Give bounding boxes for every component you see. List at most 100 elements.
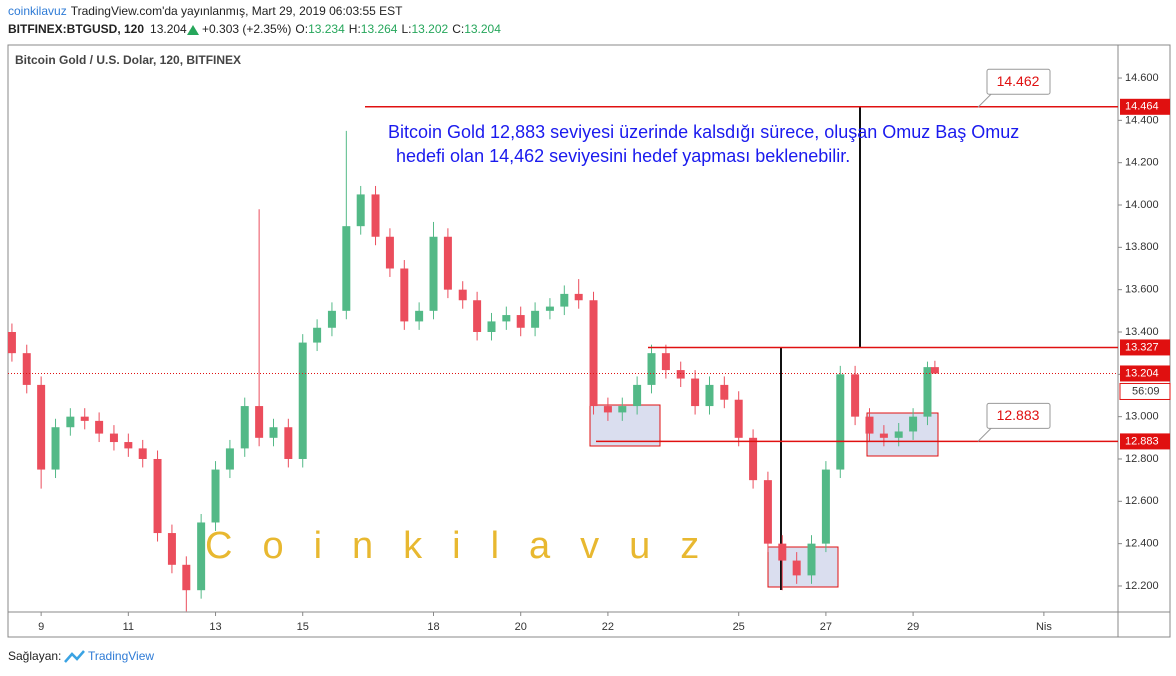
candle-body <box>22 353 31 385</box>
symbol: BITFINEX:BTGUSD, 120 <box>8 22 144 36</box>
header-line: coinkilavuz TradingView.com'da yayınlanmı… <box>8 4 403 18</box>
countdown-box <box>1119 382 1171 400</box>
price-tag <box>1120 98 1170 115</box>
last-price-label: 13.204 <box>1125 367 1159 379</box>
logo <box>64 650 85 663</box>
candle-body <box>400 268 409 322</box>
y-tick-label: 14.200 <box>1125 157 1159 169</box>
candle-body <box>109 433 118 443</box>
candle-body <box>313 327 322 343</box>
close-label: C: <box>452 22 464 36</box>
x-tick-label: 11 <box>123 621 134 633</box>
candle-body <box>371 194 380 237</box>
candle-body <box>124 442 133 449</box>
symbol-line: BITFINEX:BTGUSD, 120 13.204 <box>8 22 187 36</box>
candle-body <box>545 306 554 311</box>
candle-body <box>930 367 939 374</box>
candle-body <box>749 437 758 481</box>
price-tag <box>1120 433 1170 450</box>
price-tag <box>1120 339 1170 356</box>
candle-body <box>298 342 307 459</box>
y-tick-label: 12.400 <box>1125 538 1159 550</box>
y-tick-label: 14.000 <box>1125 199 1159 211</box>
footer-label: Sağlayan: <box>8 649 61 663</box>
published: TradingView.com'da yayınlanmış, Mart 29,… <box>71 4 403 18</box>
candle-body <box>255 406 264 438</box>
candle-body <box>284 427 293 459</box>
candle-body <box>923 367 932 417</box>
candle-body <box>734 399 743 438</box>
x-tick-label: 13 <box>209 621 221 633</box>
candle-body <box>385 236 394 269</box>
candle-body <box>531 310 540 328</box>
annotation: Bitcoin Gold 12,883 seviyesi üzerinde ka… <box>388 122 1019 142</box>
price-tag-label: 13.327 <box>1125 341 1159 353</box>
candle-body <box>763 480 772 544</box>
x-tick-label: 15 <box>297 621 309 633</box>
callout-box <box>986 68 1051 95</box>
candle-body <box>836 374 845 470</box>
candle-body <box>182 564 191 591</box>
y-tick-label: 14.400 <box>1125 114 1159 126</box>
quote-line: +0.303 (+2.35%) O:13.234 H:13.264 L:13.202 C… <box>202 22 501 36</box>
x-tick-label: Nis <box>1036 621 1052 633</box>
candle-body <box>691 378 700 407</box>
change: +0.303 (+2.35%) <box>202 22 291 36</box>
y-tick-label: 13.400 <box>1125 326 1159 338</box>
open-label: O: <box>295 22 308 36</box>
candle-body <box>807 543 816 576</box>
candle-body <box>197 522 206 591</box>
candle-body <box>51 427 60 470</box>
callout-label: 12.883 <box>997 407 1040 423</box>
candle-body <box>879 433 888 438</box>
x-tick-label: 9 <box>38 621 44 633</box>
candle-body <box>167 533 176 565</box>
candle-body <box>327 310 336 328</box>
candle-body <box>138 448 147 459</box>
candle-body <box>705 384 714 407</box>
candle-body <box>792 560 801 576</box>
footer-brand[interactable]: TradingView <box>88 649 154 663</box>
chart-title: Bitcoin Gold / U.S. Dolar, 120, BITFINEX <box>15 53 241 67</box>
candle-body <box>429 236 438 311</box>
callout-pointer <box>977 92 993 108</box>
candle-body <box>458 289 467 301</box>
candle-body <box>894 431 903 438</box>
candle-body <box>7 331 16 354</box>
candle-body <box>473 300 482 332</box>
callout-pointer <box>977 427 993 442</box>
candle-body <box>661 353 670 371</box>
candle-body <box>95 420 104 434</box>
close: 13.204 <box>464 22 501 36</box>
candle-body <box>909 416 918 432</box>
candle-body <box>821 469 830 544</box>
price-tag-label: 12.883 <box>1125 435 1159 447</box>
candle-body <box>37 384 46 470</box>
low: 13.202 <box>412 22 449 36</box>
candle-body <box>647 353 656 385</box>
last-price-tag <box>1120 365 1170 382</box>
candle-body <box>225 448 234 470</box>
candle-body <box>356 194 365 227</box>
y-tick-label: 12.800 <box>1125 453 1159 465</box>
candle-body <box>574 293 583 301</box>
up-arrow <box>187 25 199 35</box>
x-tick-label: 20 <box>515 621 527 633</box>
high-label: H: <box>349 22 361 36</box>
annotation: hedefi olan 14,462 seviyesini hedef yapm… <box>396 146 850 166</box>
watermark: Coinkilavuz <box>205 525 729 567</box>
candle-body <box>240 406 249 449</box>
low-label: L: <box>401 22 411 36</box>
candle-body <box>211 469 220 523</box>
open: 13.234 <box>308 22 345 36</box>
candle-body <box>269 427 278 438</box>
callout-label: 14.462 <box>997 73 1040 89</box>
candle-body <box>342 226 351 311</box>
candle-body <box>516 315 525 328</box>
countdown: 56:09 <box>1132 385 1160 397</box>
x-tick-label: 25 <box>733 621 745 633</box>
callout-box <box>986 402 1051 429</box>
candle-body <box>851 374 860 417</box>
y-tick-label: 14.600 <box>1125 72 1159 84</box>
